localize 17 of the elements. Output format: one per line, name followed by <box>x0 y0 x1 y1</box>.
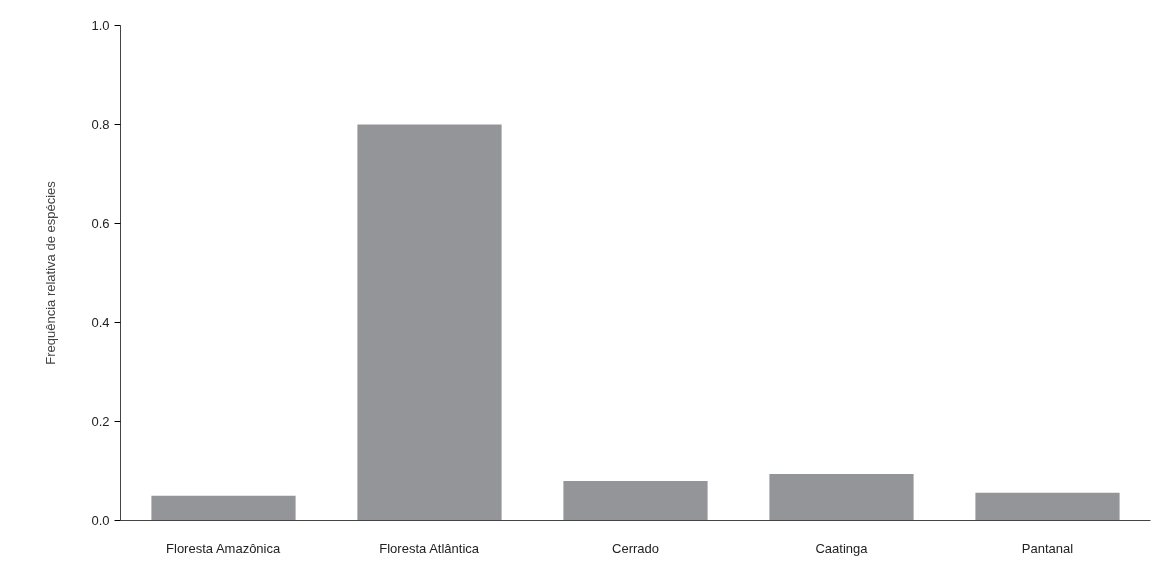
x-tick-label: Pantanal <box>1021 540 1074 556</box>
y-tick-label: 0.0 <box>91 513 110 528</box>
bar <box>769 473 914 521</box>
y-tick-label: 0.6 <box>91 216 110 231</box>
y-tick-label: 1.0 <box>91 18 110 33</box>
x-tick-label: Floresta Amazônica <box>166 540 281 556</box>
y-axis-title: Frequência relativa de espécies <box>43 180 59 365</box>
x-tick-label: Cerrado <box>612 540 659 556</box>
y-tick-label: 0.2 <box>91 414 110 429</box>
x-tick-label: Caatinga <box>815 540 869 556</box>
bar <box>563 480 708 521</box>
y-tick-label: 0.8 <box>91 117 110 132</box>
y-tick-label: 0.4 <box>91 315 110 330</box>
x-tick-label: Floresta Atlântica <box>379 540 480 556</box>
bar <box>151 495 296 521</box>
bar <box>357 124 502 521</box>
bar <box>975 492 1120 521</box>
